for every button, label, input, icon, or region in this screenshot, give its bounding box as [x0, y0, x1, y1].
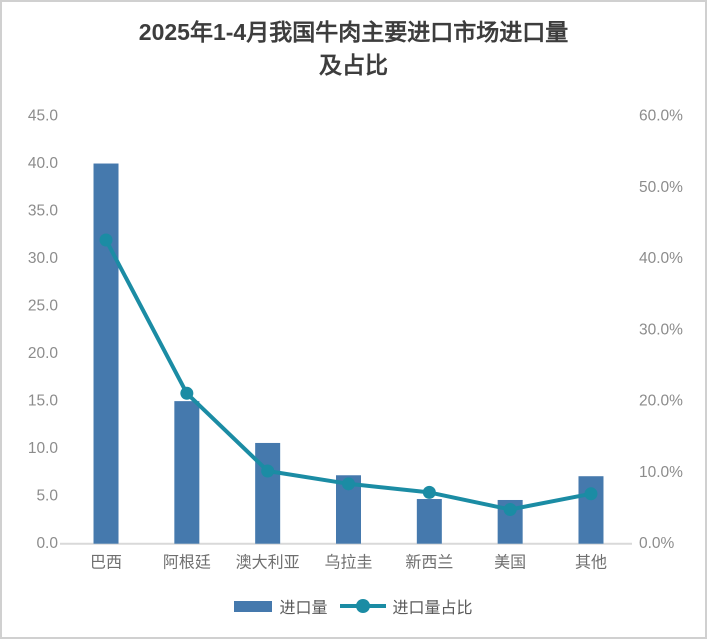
left-axis-tick-label: 45.0: [28, 108, 59, 125]
legend-item-line: 进口量占比: [339, 594, 473, 618]
left-axis-tick-label: 35.0: [28, 203, 59, 220]
category-label-美国: 美国: [494, 554, 526, 572]
category-label-新西兰: 新西兰: [405, 554, 453, 572]
chart-title: 2025年1-4月我国牛肉主要进口市场进口量 及占比: [2, 16, 705, 82]
bar-series-swatch-icon: [234, 600, 273, 612]
chart-title-line2: 及占比: [319, 52, 388, 78]
bar-阿根廷: [174, 401, 200, 544]
category-label-其他: 其他: [575, 554, 607, 572]
right-axis-tick-label: 50.0%: [639, 179, 683, 196]
left-axis-tick-label: 5.0: [36, 488, 58, 505]
share-point-乌拉圭: [342, 477, 355, 491]
bar-新西兰: [416, 499, 442, 544]
legend-label-line: 进口量占比: [392, 600, 473, 617]
left-axis-tick-label: 40.0: [28, 155, 59, 172]
left-axis-tick-label: 15.0: [28, 393, 59, 410]
line-series-swatch-icon: [339, 599, 386, 613]
category-label-澳大利亚: 澳大利亚: [236, 554, 300, 572]
chart-legend: 进口量 进口量占比: [2, 594, 705, 618]
category-label-阿根廷: 阿根廷: [163, 554, 211, 572]
right-axis-tick-label: 40.0%: [639, 250, 683, 267]
left-axis-tick-label: 0.0: [36, 535, 58, 552]
bar-澳大利亚: [255, 442, 281, 544]
right-axis-tick-label: 60.0%: [639, 108, 683, 125]
right-axis-tick-label: 30.0%: [639, 321, 683, 338]
right-axis-tick-label: 20.0%: [639, 393, 683, 410]
share-point-澳大利亚: [261, 464, 275, 478]
left-axis-tick-label: 25.0: [28, 298, 59, 315]
bar-其他: [578, 476, 604, 544]
legend-label-bar: 进口量: [279, 600, 328, 617]
share-point-美国: [503, 502, 517, 516]
share-point-其他: [584, 487, 598, 501]
chart-title-line1: 2025年1-4月我国牛肉主要进口市场进口量: [138, 19, 569, 45]
share-point-巴西: [99, 233, 113, 247]
right-axis-tick-label: 10.0%: [639, 464, 683, 481]
share-point-阿根廷: [180, 386, 194, 400]
left-axis-tick-label: 10.0: [28, 440, 59, 457]
bar-巴西: [93, 163, 119, 544]
category-label-巴西: 巴西: [90, 555, 122, 572]
left-axis-tick-label: 30.0: [28, 250, 59, 267]
legend-item-bar: 进口量: [234, 594, 328, 618]
left-axis-tick-label: 20.0: [28, 345, 59, 362]
right-axis-tick-label: 0.0%: [639, 535, 675, 552]
category-label-乌拉圭: 乌拉圭: [324, 554, 372, 572]
share-point-新西兰: [422, 485, 436, 499]
